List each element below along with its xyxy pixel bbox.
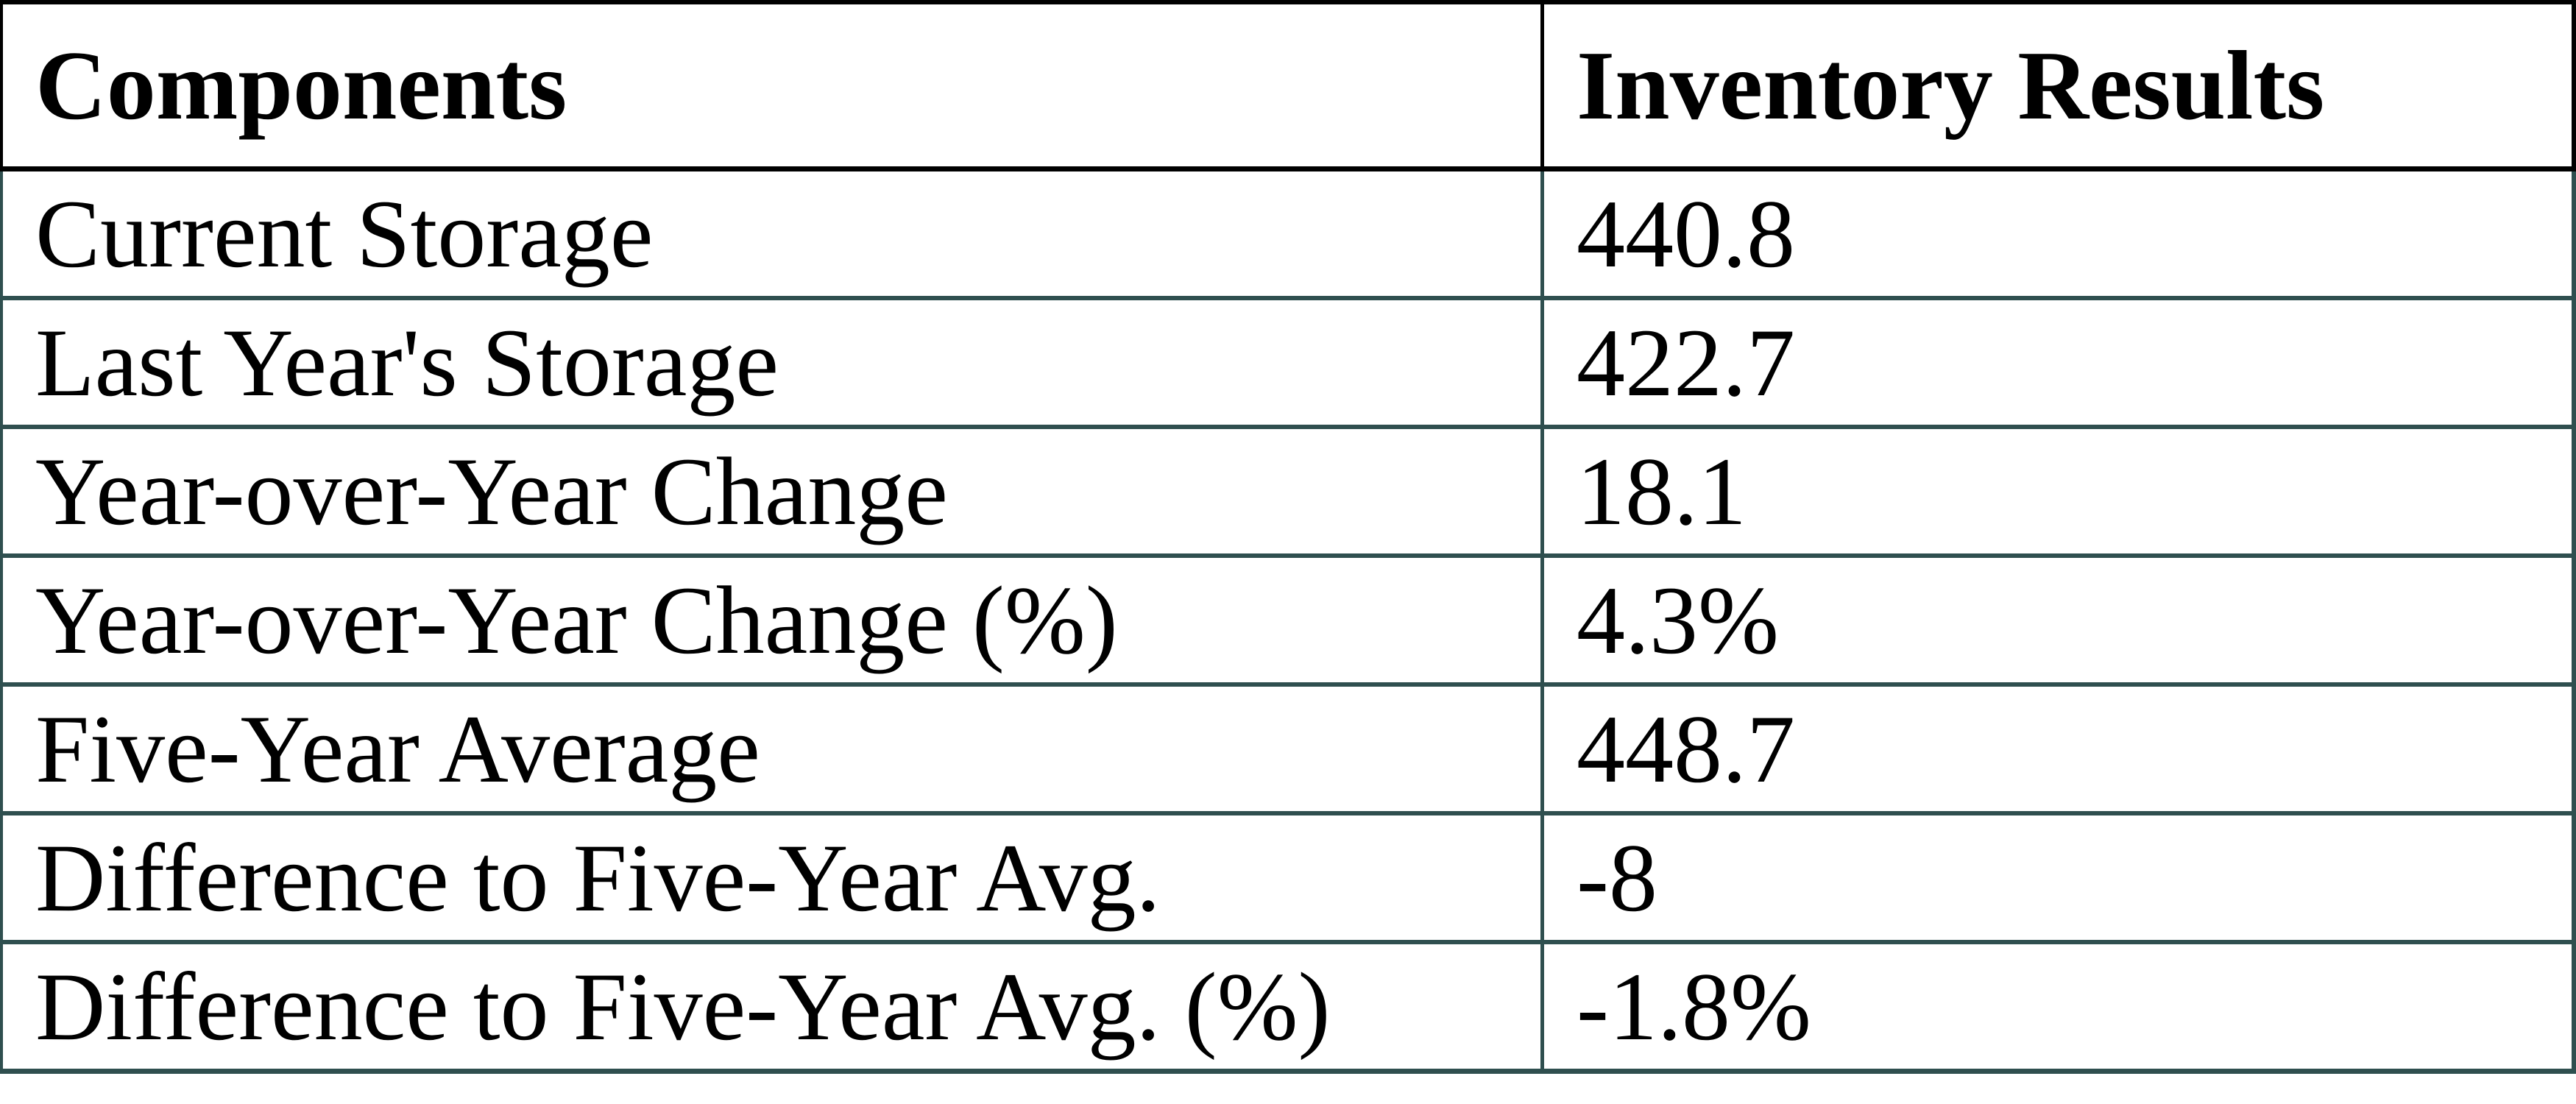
- row-value: 18.1: [1577, 437, 1747, 545]
- row-label: Year-over-Year Change (%): [3, 558, 1544, 682]
- table-row-diff-five-year-avg: Difference to Five-Year Avg. -8: [0, 815, 2576, 944]
- column-header-components: Components: [3, 4, 1544, 166]
- row-value: 440.8: [1577, 180, 1795, 288]
- row-label: Current Storage: [3, 171, 1544, 296]
- row-label: Difference to Five-Year Avg.: [3, 815, 1544, 940]
- table-row-current-storage: Current Storage 440.8: [0, 171, 2576, 300]
- inventory-results-table: Components Inventory Results Current Sto…: [0, 0, 2576, 1074]
- row-label: Last Year's Storage: [3, 300, 1544, 425]
- row-value: 448.7: [1577, 695, 1795, 803]
- table-header-row: Components Inventory Results: [0, 0, 2576, 171]
- row-value: -8: [1577, 824, 1657, 932]
- row-label: Year-over-Year Change: [3, 429, 1544, 553]
- row-value: -1.8%: [1577, 952, 1811, 1061]
- table-row-diff-five-year-avg-percent: Difference to Five-Year Avg. (%) -1.8%: [0, 944, 2576, 1074]
- table-row-five-year-average: Five-Year Average 448.7: [0, 687, 2576, 815]
- row-label: Difference to Five-Year Avg. (%): [3, 944, 1544, 1069]
- row-value: 4.3%: [1577, 566, 1779, 674]
- column-header-inventory-results: Inventory Results: [1577, 31, 2325, 140]
- table-row-last-years-storage: Last Year's Storage 422.7: [0, 300, 2576, 429]
- row-value: 422.7: [1577, 308, 1795, 417]
- table-row-yoy-change-percent: Year-over-Year Change (%) 4.3%: [0, 558, 2576, 687]
- table-row-yoy-change: Year-over-Year Change 18.1: [0, 429, 2576, 558]
- row-label: Five-Year Average: [3, 687, 1544, 811]
